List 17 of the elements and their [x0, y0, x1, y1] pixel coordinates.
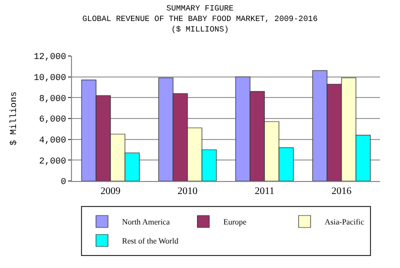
y-tick-label: 0 — [60, 177, 66, 188]
x-tick-label: 2011 — [254, 186, 274, 197]
legend-label: Asia-Pacific — [324, 218, 365, 227]
legend-label: North America — [122, 218, 170, 227]
legend-label: Europe — [223, 218, 247, 227]
y-axis-title: $ Millions — [9, 91, 20, 146]
legend-label: Rest of the World — [122, 236, 178, 246]
y-tick-label: 6,000 — [39, 114, 66, 125]
x-tick-label: 2009 — [100, 186, 120, 197]
y-tick-label: 10,000 — [34, 72, 66, 83]
y-tick-label: 8,000 — [39, 94, 66, 104]
y-tick-label: 2,000 — [39, 156, 66, 166]
y-tick-label: 12,000 — [34, 52, 66, 62]
x-tick-label: 2016 — [332, 186, 352, 197]
y-tick-label: 4,000 — [39, 135, 66, 146]
chart-title: SUMMARY FIGURE GLOBAL REVENUE OF THE BABY FOOD MARKET, 2009-2016 ($ MILLIONS) — [82, 4, 318, 35]
x-tick-label: 2010 — [178, 186, 198, 197]
